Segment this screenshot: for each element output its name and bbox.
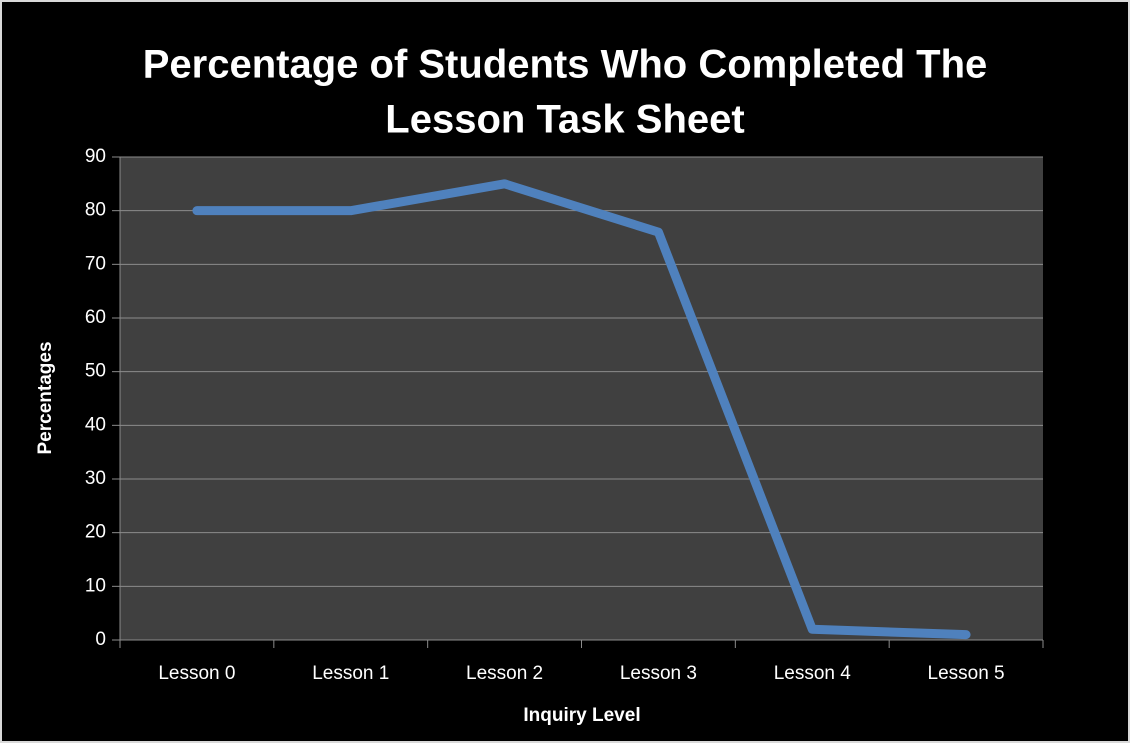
x-tick-label: Lesson 0: [158, 663, 235, 684]
x-axis-label: Inquiry Level: [523, 705, 640, 726]
y-tick-label: 0: [95, 629, 106, 650]
y-tick-label: 50: [85, 361, 106, 382]
x-tick-label: Lesson 1: [312, 663, 389, 684]
y-tick-label: 40: [85, 414, 106, 435]
data-line: [192, 179, 971, 640]
x-tick-label: Lesson 5: [928, 663, 1005, 684]
y-tick-label: 80: [85, 200, 106, 221]
y-tick-label: 30: [85, 468, 106, 489]
y-tick-label: 20: [85, 522, 106, 543]
y-tick-label: 90: [85, 146, 106, 167]
x-tick-label: Lesson 4: [774, 663, 852, 684]
y-axis-label: Percentages: [35, 341, 56, 454]
plot-area: [120, 157, 1043, 640]
y-tick-label: 10: [85, 575, 106, 596]
x-tick-label: Lesson 2: [466, 663, 543, 684]
x-tick-label: Lesson 3: [620, 663, 697, 684]
chart-title: Percentage of Students Who Completed The: [143, 43, 988, 87]
chart-title: Lesson Task Sheet: [385, 98, 744, 142]
y-tick-label: 60: [85, 307, 106, 328]
y-tick-label: 70: [85, 253, 106, 274]
